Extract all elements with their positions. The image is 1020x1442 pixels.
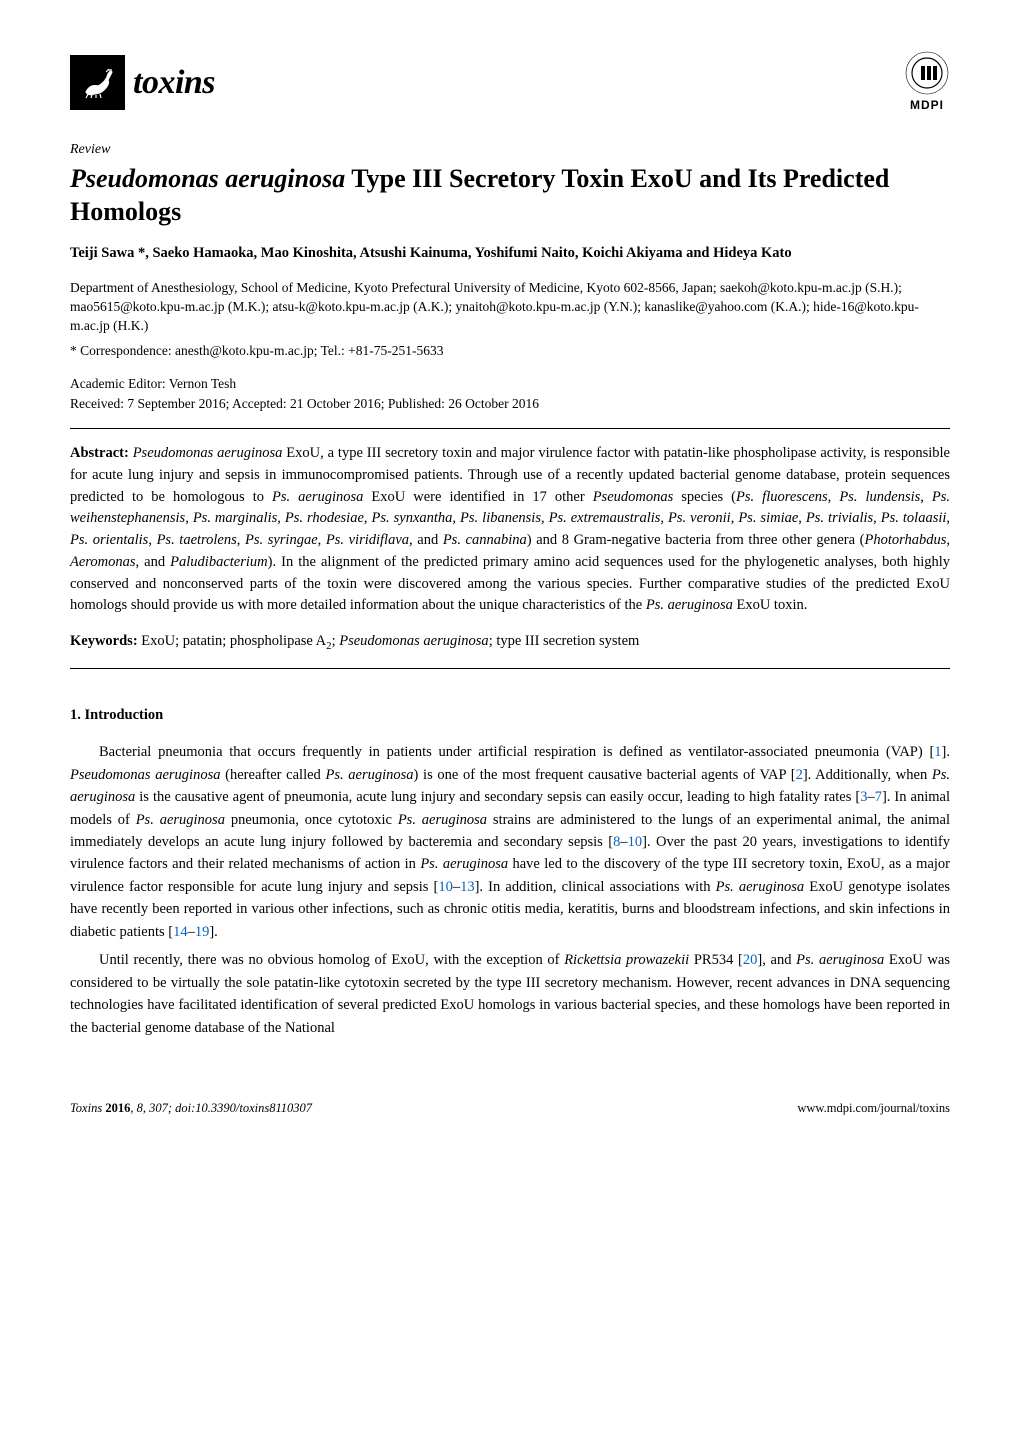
intro-para-1: Bacterial pneumonia that occurs frequent… xyxy=(70,741,950,943)
section-1-heading: 1. Introduction xyxy=(70,705,950,727)
journal-name: toxins xyxy=(133,57,215,108)
keywords: Keywords: ExoU; patatin; phospholipase A… xyxy=(70,631,950,654)
divider-top xyxy=(70,428,950,429)
affiliation: Department of Anesthesiology, School of … xyxy=(70,279,950,336)
footer-year: 2016 xyxy=(105,1101,130,1115)
title-species: Pseudomonas aeruginosa xyxy=(70,164,345,193)
keywords-body: ExoU; patatin; phospholipase A2; Pseudom… xyxy=(138,633,640,649)
footer-rest: , 8, 307; doi:10.3390/toxins8110307 xyxy=(130,1101,312,1115)
article-type: Review xyxy=(70,139,950,160)
footer-url: www.mdpi.com/journal/toxins xyxy=(797,1099,950,1118)
header-row: toxins MDPI xyxy=(70,50,950,114)
abstract-body: Pseudomonas aeruginosa ExoU, a type III … xyxy=(70,445,950,613)
abstract-label: Abstract: xyxy=(70,445,129,461)
article-title: Pseudomonas aeruginosa Type III Secretor… xyxy=(70,163,950,228)
publisher-name: MDPI xyxy=(910,96,944,114)
page-footer: Toxins 2016, 8, 307; doi:10.3390/toxins8… xyxy=(70,1099,950,1118)
correspondence: * Correspondence: anesth@koto.kpu-m.ac.j… xyxy=(70,341,950,361)
footer-journal: Toxins xyxy=(70,1101,105,1115)
divider-bottom xyxy=(70,668,950,669)
journal-logo: toxins xyxy=(70,55,215,110)
footer-citation: Toxins 2016, 8, 307; doi:10.3390/toxins8… xyxy=(70,1099,312,1118)
intro-para-2: Until recently, there was no obvious hom… xyxy=(70,949,950,1039)
publisher-logo: MDPI xyxy=(904,50,950,114)
mdpi-icon xyxy=(904,50,950,96)
authors: Teiji Sawa *, Saeko Hamaoka, Mao Kinoshi… xyxy=(70,243,950,265)
keywords-label: Keywords: xyxy=(70,633,138,649)
article-dates: Received: 7 September 2016; Accepted: 21… xyxy=(70,394,950,414)
academic-editor: Academic Editor: Vernon Tesh xyxy=(70,374,950,394)
abstract: Abstract: Pseudomonas aeruginosa ExoU, a… xyxy=(70,443,950,617)
toxins-logo-icon xyxy=(70,55,125,110)
scorpion-icon xyxy=(80,64,116,100)
